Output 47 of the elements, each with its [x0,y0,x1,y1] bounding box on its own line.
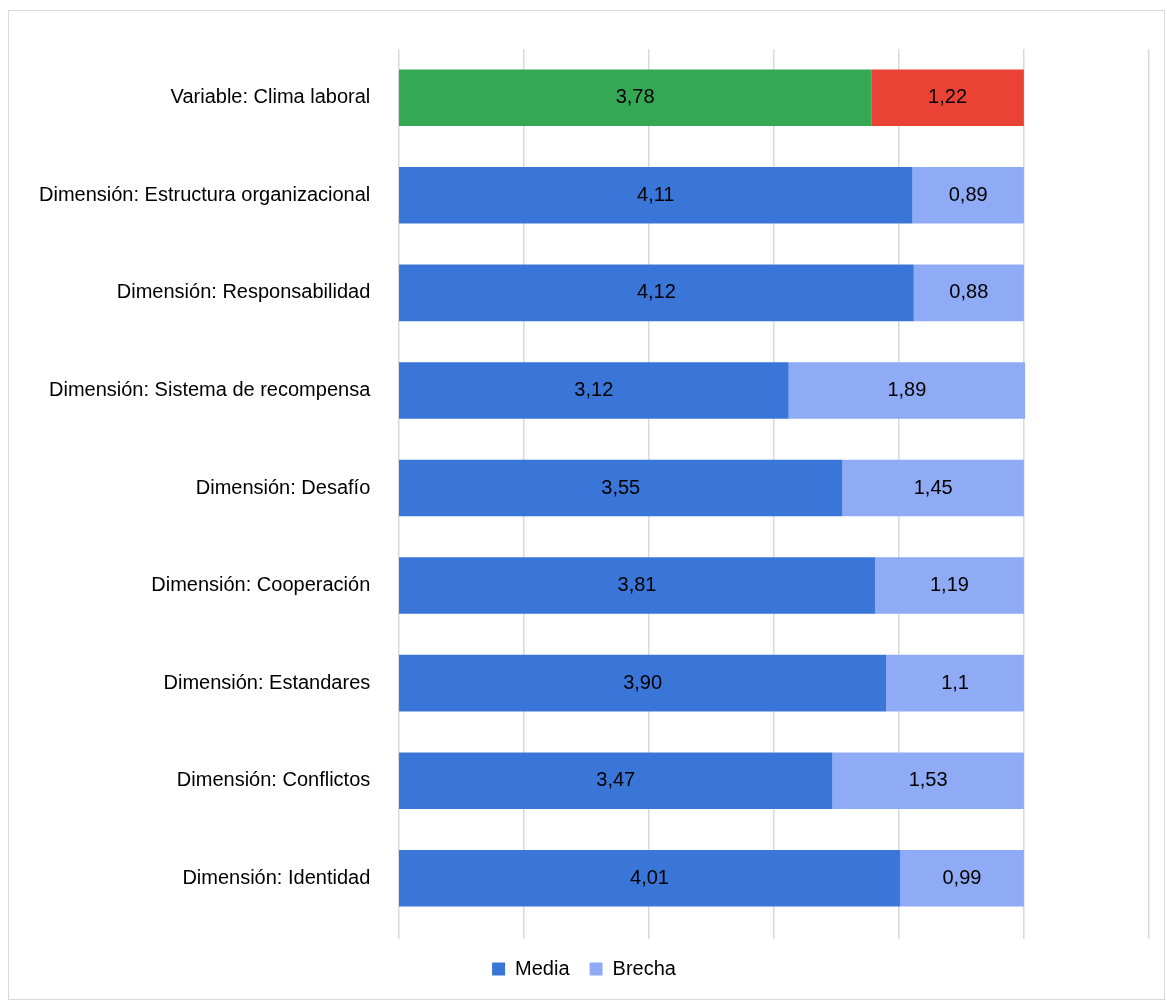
y-tick-label: Dimensión: Conflictos [176,768,371,791]
bar [399,752,833,809]
bar [900,849,1024,907]
data-label: 4,01 [630,865,669,888]
data-label: 1,53 [908,768,948,791]
y-tick-label: Dimensión: Estandares [163,670,371,693]
bar [788,362,1026,419]
y-tick-label: Dimensión: Desafío [195,475,371,498]
data-label: 4,12 [636,280,676,303]
data-label: 1,89 [887,377,927,400]
legend-label: Brecha [612,956,677,979]
bar [399,69,872,127]
bar [871,69,1024,127]
bar [399,167,913,224]
bar [399,654,887,712]
data-label: 0,99 [942,865,982,888]
bar [399,557,875,614]
y-tick-label: Dimensión: Identidad [182,865,371,888]
bar [832,752,1024,809]
y-tick-label: Dimensión: Responsabilidad [116,280,371,303]
bar [399,849,901,907]
bar [913,264,1024,322]
data-label: 3,81 [617,573,657,596]
y-tick-label: Dimensión: Sistema de recompensa [49,377,372,400]
data-label: 0,89 [948,182,988,205]
data-label: 0,88 [949,280,989,303]
bar [886,654,1024,712]
data-label: 3,47 [596,768,636,791]
data-label: 1,45 [913,475,953,498]
y-tick-label: Dimensión: Cooperación [151,573,371,596]
data-label: 3,78 [615,85,655,108]
legend-label: Media [515,956,571,979]
bar [912,167,1024,224]
data-label: 3,55 [601,475,641,498]
data-label: 1,1 [941,670,969,693]
data-label: 1,19 [929,573,969,596]
bar [874,557,1024,614]
bar [399,362,789,419]
bar [842,459,1024,517]
data-label: 3,12 [574,377,614,400]
data-label: 3,90 [623,670,663,693]
y-tick-label: Variable: Clima laboral [170,85,371,108]
bar [399,264,914,322]
bar [399,459,843,517]
data-label: 4,11 [637,182,675,205]
data-label: 1,22 [928,85,968,108]
y-tick-label: Dimensión: Estructura organizacional [38,182,371,205]
